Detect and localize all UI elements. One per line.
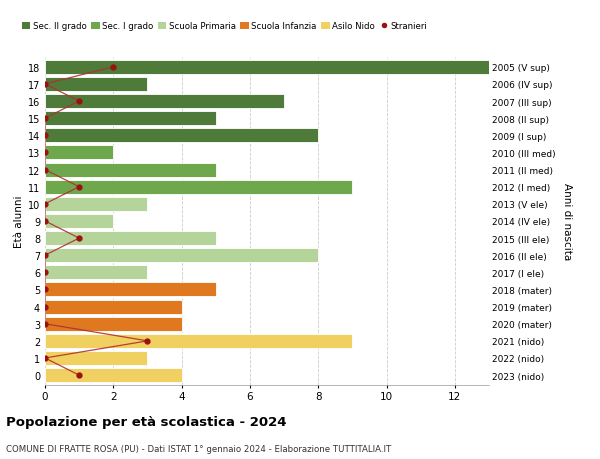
Text: COMUNE DI FRATTE ROSA (PU) - Dati ISTAT 1° gennaio 2024 - Elaborazione TUTTITALI: COMUNE DI FRATTE ROSA (PU) - Dati ISTAT …: [6, 444, 391, 453]
Legend: Sec. II grado, Sec. I grado, Scuola Primaria, Scuola Infanzia, Asilo Nido, Stran: Sec. II grado, Sec. I grado, Scuola Prim…: [18, 19, 431, 35]
Y-axis label: Anni di nascita: Anni di nascita: [562, 183, 572, 260]
Bar: [45, 180, 352, 194]
Text: Popolazione per età scolastica - 2024: Popolazione per età scolastica - 2024: [6, 415, 287, 428]
Bar: [45, 163, 216, 177]
Bar: [45, 231, 216, 246]
Bar: [45, 368, 182, 382]
Bar: [45, 197, 148, 212]
Bar: [45, 78, 148, 92]
Bar: [45, 112, 216, 126]
Bar: [45, 129, 318, 143]
Bar: [45, 146, 113, 160]
Bar: [45, 351, 148, 365]
Bar: [45, 249, 318, 263]
Bar: [45, 95, 284, 109]
Bar: [45, 283, 216, 297]
Bar: [45, 334, 352, 348]
Bar: [45, 266, 148, 280]
Bar: [45, 317, 182, 331]
Bar: [45, 300, 182, 314]
Bar: [45, 214, 113, 229]
Y-axis label: Età alunni: Età alunni: [14, 195, 23, 248]
Bar: [45, 61, 489, 75]
